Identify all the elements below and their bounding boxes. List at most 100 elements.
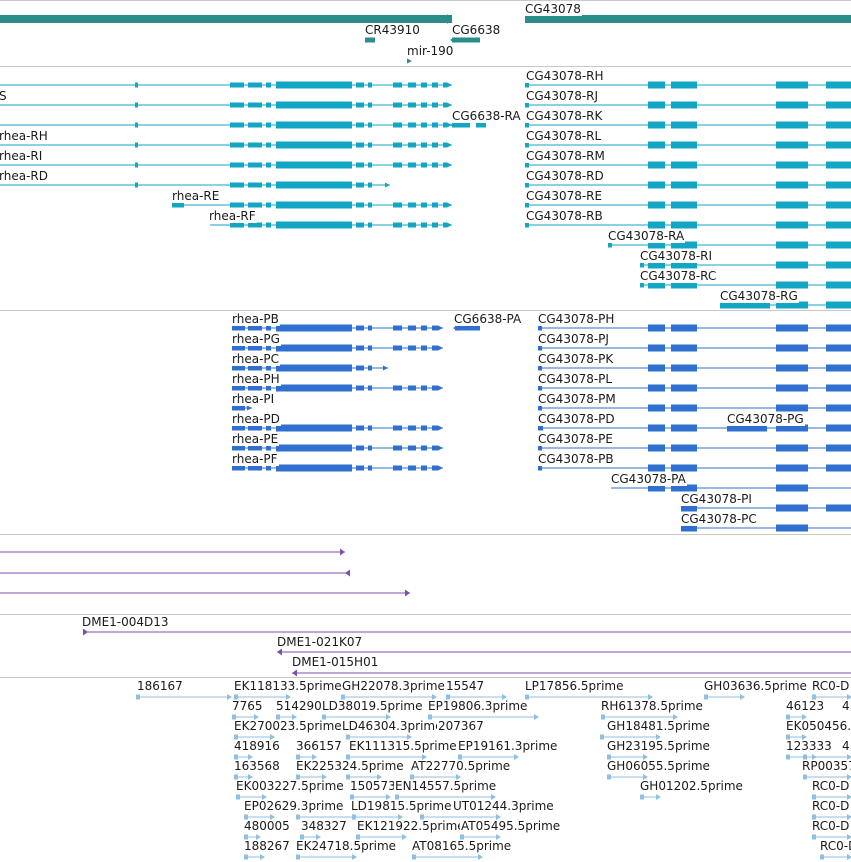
gene-label-cg43078[interactable]: CG43078	[524, 2, 582, 16]
protein-label[interactable]: rhea-PF	[231, 452, 279, 466]
protein-label[interactable]: CG43078-PD	[537, 412, 616, 426]
protein-label[interactable]: CG43078-PM	[537, 392, 617, 406]
est-label[interactable]: 188267	[243, 839, 291, 853]
transcript-label[interactable]: S	[0, 89, 8, 103]
est-label[interactable]: LP17856.5prime	[524, 679, 625, 693]
est-block	[244, 814, 248, 820]
est-label[interactable]: GH03636.5prime	[703, 679, 808, 693]
est-label[interactable]: RH61378.5prime	[600, 699, 704, 713]
est-label[interactable]: RC0-D	[811, 819, 851, 833]
transcript-label[interactable]: CG43078-RI	[639, 249, 714, 263]
est-label[interactable]: RC0-D	[819, 840, 851, 853]
est-label[interactable]: 418916	[233, 739, 281, 753]
protein-label[interactable]: rhea-PC	[231, 352, 281, 366]
est-label[interactable]: 348327	[300, 819, 348, 833]
protein-label[interactable]: CG6638-PA	[453, 312, 523, 326]
est-label[interactable]: LD38019.5prime	[321, 699, 424, 713]
protein-label[interactable]: CG43078-PB	[537, 452, 615, 466]
clone-label[interactable]: DME1-015H01	[291, 655, 380, 669]
est-label[interactable]: EK225324.5prime	[295, 759, 405, 773]
protein-label[interactable]: CG43078-PG	[726, 412, 805, 426]
protein-label[interactable]: CG43078-PA	[610, 472, 687, 486]
est-label[interactable]: 163568	[233, 759, 281, 773]
est-label[interactable]: EK111315.5prime	[348, 739, 458, 753]
est-label[interactable]: 480005	[243, 819, 291, 833]
transcript-label[interactable]: CG43078-RE	[525, 189, 604, 203]
protein-label[interactable]: rhea-PE	[231, 432, 280, 446]
est-label[interactable]: AT05495.5prime	[460, 819, 562, 833]
transcript-label[interactable]: rhea-RH	[0, 129, 49, 143]
est-label[interactable]: GH18481.5prime	[606, 719, 711, 733]
protein-label[interactable]: CG43078-PH	[537, 312, 616, 326]
protein-label[interactable]: CG43078-PL	[537, 372, 614, 386]
est-label[interactable]: 15547	[445, 679, 486, 693]
est-label[interactable]: EP19806.3prime	[427, 699, 529, 713]
est-label[interactable]: RC0-D	[811, 779, 851, 793]
protein-label[interactable]: rhea-PG	[231, 332, 281, 346]
exon-block	[826, 121, 851, 129]
strand-arrow	[227, 694, 232, 700]
est-label[interactable]: RC0-D	[811, 679, 851, 693]
est-label[interactable]: RP00357	[801, 760, 851, 773]
est-label[interactable]: AT08165.5prime	[411, 839, 513, 853]
est-label[interactable]: GH22078.3prime	[341, 679, 446, 693]
transcript-label[interactable]: CG43078-RB	[525, 209, 604, 223]
transcript-label[interactable]: CG43078-RJ	[525, 89, 600, 103]
transcript-label[interactable]: CG43078-RL	[525, 129, 603, 143]
transcript-label[interactable]: rhea-RF	[208, 209, 257, 223]
transcript-label[interactable]: CG43078-RC	[639, 269, 718, 283]
gene-label-cr43910[interactable]: CR43910	[364, 23, 421, 37]
est-label[interactable]: GH06055.5prime	[606, 759, 711, 773]
gene-label-mir190[interactable]: mir-190	[406, 44, 455, 58]
protein-label[interactable]: CG43078-PI	[680, 492, 753, 506]
est-label[interactable]: UT01244.3prime	[452, 799, 555, 813]
est-label[interactable]: EN14557.5prime	[394, 779, 498, 793]
est-label[interactable]: 7765	[231, 699, 264, 713]
est-label[interactable]: 123333	[785, 739, 833, 753]
est-label[interactable]: 4	[841, 699, 851, 713]
est-label[interactable]: 514290	[275, 699, 323, 713]
protein-label[interactable]: rhea-PH	[231, 372, 281, 386]
protein-label[interactable]: CG43078-PK	[537, 352, 615, 366]
est-label[interactable]: 46123	[785, 699, 826, 713]
transcript-label[interactable]: CG43078-RK	[525, 109, 604, 123]
transcript-label[interactable]: rhea-RE	[171, 189, 221, 203]
est-label[interactable]: LD19815.5prime	[350, 799, 453, 813]
protein-label[interactable]: CG43078-PJ	[537, 332, 610, 346]
transcript-label[interactable]: CG43078-RA	[607, 229, 686, 243]
clone-label[interactable]: DME1-004D13	[81, 615, 170, 629]
est-label[interactable]: GH23195.5prime	[606, 739, 711, 753]
est-label[interactable]: 366157	[295, 739, 343, 753]
protein-label[interactable]: CG43078-PE	[537, 432, 614, 446]
est-label[interactable]: AT22770.5prime	[410, 759, 512, 773]
est-label[interactable]: EK270023.5prime	[233, 719, 343, 733]
protein-label[interactable]: rhea-PD	[231, 412, 281, 426]
est-label[interactable]: EP19161.3prime	[457, 739, 559, 753]
est-label[interactable]: GH01202.5prime	[639, 779, 744, 793]
transcript-label[interactable]: CG43078-RG	[719, 289, 799, 303]
transcript-label[interactable]: rhea-RD	[0, 169, 49, 183]
est-label[interactable]: 186167	[136, 679, 184, 693]
exon-block	[538, 325, 542, 331]
clone-label[interactable]: DME1-021K07	[276, 635, 364, 649]
est-label[interactable]: EK118133.5prime	[233, 679, 343, 693]
est-label[interactable]: EK24718.5prime	[295, 839, 398, 853]
transcript-label[interactable]: CG6638-RA	[451, 109, 522, 123]
est-label[interactable]: LD46304.3prime	[341, 719, 444, 733]
protein-label[interactable]: rhea-PI	[231, 392, 276, 406]
protein-label[interactable]: rhea-PB	[231, 312, 280, 326]
est-label[interactable]: 4	[841, 739, 851, 753]
est-label[interactable]: RC0-D	[811, 799, 851, 813]
transcript-label[interactable]: CG43078-RD	[525, 169, 605, 183]
transcript-label[interactable]: CG43078-RH	[525, 69, 605, 83]
est-label[interactable]: 207367	[437, 719, 485, 733]
transcript-label[interactable]: rhea-RI	[0, 149, 44, 163]
est-label[interactable]: 150573	[349, 779, 397, 793]
est-label[interactable]: EK121922.5prime	[356, 819, 466, 833]
est-label[interactable]: EK050456.	[785, 719, 851, 733]
protein-label[interactable]: CG43078-PC	[680, 512, 758, 526]
est-label[interactable]: EK003227.5prime	[235, 779, 345, 793]
est-label[interactable]: EP02629.3prime	[243, 799, 345, 813]
gene-label-cg6638[interactable]: CG6638	[451, 23, 502, 37]
transcript-label[interactable]: CG43078-RM	[525, 149, 606, 163]
